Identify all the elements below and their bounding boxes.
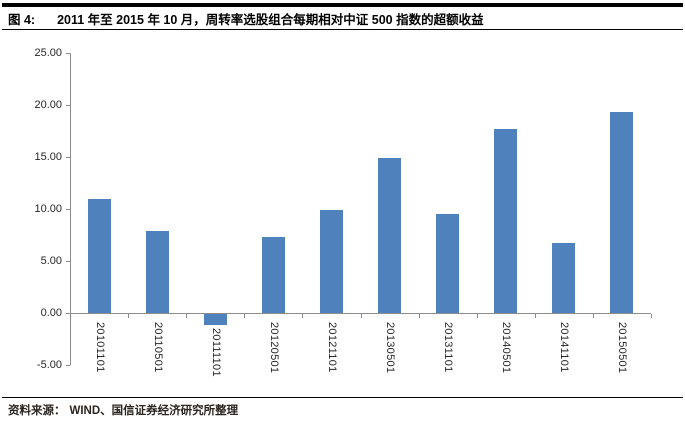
x-axis-tick-label: 20121101 bbox=[326, 322, 338, 373]
bar bbox=[378, 158, 401, 313]
y-axis-line bbox=[70, 53, 71, 365]
x-axis-tick-label: 20130501 bbox=[384, 322, 396, 374]
y-axis-tick-label: 20.00 bbox=[34, 99, 62, 111]
figure-header: 图 4: 2011 年至 2015 年 10 月，周转率选股组合每期相对中证 5… bbox=[8, 9, 677, 28]
bar bbox=[262, 237, 285, 313]
x-axis-tick-label: 20140501 bbox=[500, 322, 512, 374]
x-axis-tick-mark bbox=[244, 314, 245, 318]
x-axis-tick-label: 20120501 bbox=[268, 322, 280, 374]
figure-label: 图 4: bbox=[8, 13, 36, 27]
source-label: 资料来源： bbox=[8, 405, 66, 417]
y-axis-tick-label: 15.00 bbox=[34, 151, 62, 163]
y-axis-tick-label: 25.00 bbox=[34, 47, 62, 59]
footer-divider bbox=[2, 397, 683, 398]
x-axis-tick-mark bbox=[70, 314, 71, 318]
source-note: 资料来源： WIND、国信证券经济研究所整理 bbox=[8, 402, 677, 418]
x-axis-tick-label: 20150501 bbox=[616, 322, 628, 374]
bar-chart: 25.00 20.00 15.00 10.00 5.00 0.00 -5.00 2010110… bbox=[0, 30, 685, 397]
y-axis-tick-mark bbox=[66, 209, 70, 210]
y-axis-tick-mark bbox=[66, 313, 70, 314]
x-axis-tick-mark bbox=[186, 314, 187, 318]
x-axis-tick-mark bbox=[651, 314, 652, 318]
bar bbox=[436, 214, 459, 313]
x-axis-tick-mark bbox=[419, 314, 420, 318]
x-axis-tick-label: 20141101 bbox=[558, 322, 570, 373]
bar bbox=[320, 210, 343, 313]
y-axis-tick-mark bbox=[66, 261, 70, 262]
y-axis-tick-mark bbox=[66, 157, 70, 158]
bar bbox=[610, 112, 633, 313]
x-axis-tick-mark bbox=[477, 314, 478, 318]
y-axis-tick-label: 10.00 bbox=[34, 203, 62, 215]
x-axis-tick-mark bbox=[128, 314, 129, 318]
source-text: WIND、国信证券经济研究所整理 bbox=[69, 405, 239, 417]
y-axis-tick-label: -5.00 bbox=[36, 359, 62, 371]
y-axis-tick-mark bbox=[66, 105, 70, 106]
header-divider bbox=[2, 29, 683, 30]
bar bbox=[552, 243, 575, 313]
x-axis-tick-label: 20111101 bbox=[210, 328, 222, 377]
bar bbox=[204, 314, 227, 325]
y-axis-tick-label: 0.00 bbox=[40, 307, 62, 319]
x-axis-tick-mark bbox=[302, 314, 303, 318]
y-axis-tick-mark bbox=[66, 53, 70, 54]
bar bbox=[146, 231, 169, 313]
x-axis-tick-label: 20131101 bbox=[442, 322, 454, 373]
figure-title: 2011 年至 2015 年 10 月，周转率选股组合每期相对中证 500 指数… bbox=[57, 13, 484, 27]
y-axis-tick-mark bbox=[66, 365, 70, 366]
bar bbox=[88, 199, 111, 313]
y-axis-tick-label: 5.00 bbox=[40, 255, 62, 267]
x-axis-tick-label: 20110501 bbox=[152, 322, 164, 373]
top-divider bbox=[2, 3, 683, 7]
x-axis-tick-mark bbox=[535, 314, 536, 318]
x-axis-tick-label: 20101101 bbox=[94, 322, 106, 373]
bar bbox=[494, 129, 517, 313]
x-axis-line bbox=[70, 313, 651, 314]
x-axis-tick-mark bbox=[361, 314, 362, 318]
x-axis-tick-mark bbox=[593, 314, 594, 318]
